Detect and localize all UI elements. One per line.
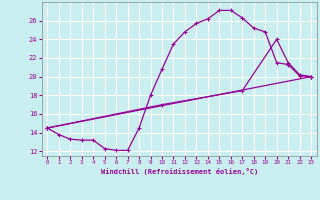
X-axis label: Windchill (Refroidissement éolien,°C): Windchill (Refroidissement éolien,°C) xyxy=(100,168,258,175)
